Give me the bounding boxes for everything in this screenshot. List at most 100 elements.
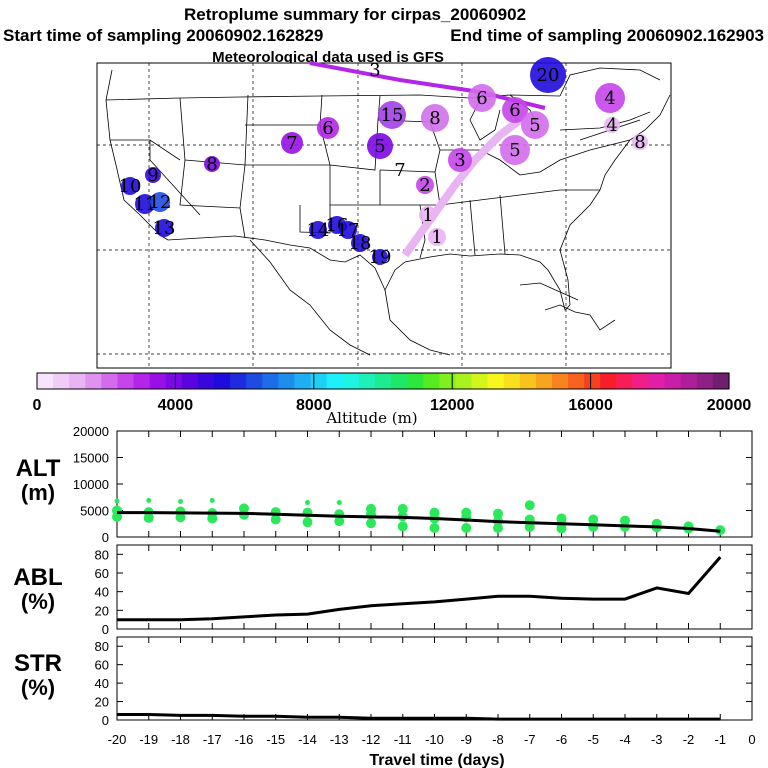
plume-point	[429, 522, 440, 533]
x-tick-label: -5	[587, 732, 599, 747]
x-tick-label: -8	[492, 732, 504, 747]
colorbar-label: Altitude (m)	[325, 409, 417, 427]
map-marker-label: 12	[149, 192, 172, 213]
alt-unit: (m)	[21, 480, 55, 505]
colorbar-swatch	[391, 373, 408, 389]
y-tick-label: 0	[102, 530, 109, 545]
colorbar-swatch	[117, 373, 135, 389]
plume-point	[143, 512, 154, 523]
plume-point	[114, 498, 120, 504]
colorbar-swatch	[85, 373, 102, 389]
y-tick-label: 60	[95, 658, 109, 673]
colorbar-swatch	[535, 373, 553, 389]
panel-frame	[116, 636, 753, 721]
plume-point	[334, 516, 345, 527]
map-frame	[96, 62, 672, 369]
plume-point	[588, 514, 599, 525]
map-marker-circle	[150, 192, 170, 212]
map-marker-circle	[421, 104, 449, 132]
x-tick-label: -11	[394, 732, 412, 747]
map-marker-label: 6	[509, 100, 520, 121]
colorbar-swatch	[326, 373, 344, 389]
abl-label: ABL	[13, 564, 62, 591]
abl-unit: (%)	[21, 589, 55, 614]
map-marker-circle	[372, 249, 388, 265]
map-marker-circle	[281, 132, 303, 154]
y-tick-label: 0	[102, 713, 109, 728]
met-data: Meteorological data used is GFS	[212, 49, 444, 66]
map-marker-label: 3	[454, 150, 465, 171]
map-marker-circle	[500, 135, 530, 165]
y-tick-label: 20	[95, 695, 109, 710]
map-marker-label: 6	[476, 88, 487, 109]
plume-point	[397, 503, 408, 514]
map-marker-label: 9	[147, 165, 158, 186]
x-tick-label: -2	[683, 732, 695, 747]
map-marker-label: 4	[606, 115, 617, 136]
map-marker-label: 2	[419, 175, 430, 196]
plume-point	[207, 513, 218, 524]
colorbar-swatch	[487, 373, 505, 389]
x-tick-label: -12	[362, 732, 381, 747]
map-marker-circle	[428, 228, 446, 246]
x-tick-label: -10	[425, 732, 444, 747]
str-label: STR	[14, 650, 62, 677]
y-tick-label: 20000	[73, 424, 109, 439]
plume-point	[461, 522, 472, 533]
map-marker-circle	[448, 148, 472, 172]
plume-point	[493, 508, 503, 519]
map-marker-circle	[145, 167, 161, 183]
map-marker-label: 14	[307, 220, 330, 241]
map-marker-circle	[135, 194, 155, 214]
plume-point	[112, 511, 122, 522]
colorbar-swatch	[262, 373, 279, 389]
map-marker-label: 17	[337, 220, 360, 241]
colorbar-swatch	[696, 373, 714, 389]
colorbar-swatch	[568, 373, 585, 389]
map-marker-label: 19	[369, 247, 392, 268]
colorbar-swatch	[600, 373, 617, 389]
x-tick-label: -19	[139, 732, 158, 747]
x-tick-label: -4	[619, 732, 631, 747]
colorbar-swatch	[616, 373, 634, 389]
map-marker-circle	[155, 219, 173, 237]
map-marker-circle	[204, 156, 220, 172]
map-marker-label: 4	[604, 88, 615, 109]
map-marker-circle	[309, 221, 327, 239]
map-marker-label: 8	[634, 132, 645, 153]
map-marker-circle	[351, 234, 369, 252]
colorbar: 0 4000 8000 12000 16000 20000	[33, 372, 751, 414]
x-tick-label: 0	[748, 732, 755, 747]
x-tick-label: -15	[266, 732, 285, 747]
colorbar-swatch	[101, 373, 119, 389]
plume-point	[397, 521, 408, 532]
colorbar-tick-label: 8000	[296, 397, 332, 414]
plume-point	[493, 522, 503, 533]
map-marker-circle	[530, 57, 566, 93]
alt-label: ALT	[16, 455, 61, 482]
colorbar-swatch	[310, 373, 328, 389]
map-marker-label: 8	[429, 108, 440, 129]
colorbar-swatch	[503, 373, 521, 389]
map-marker-circle	[502, 97, 528, 123]
colorbar-swatch	[197, 373, 215, 389]
colorbar-swatch	[519, 373, 537, 389]
y-tick-label: 80	[95, 639, 109, 654]
colorbar-swatch	[230, 373, 247, 389]
colorbar-swatch	[294, 373, 312, 389]
x-tick-label: -3	[651, 732, 663, 747]
colorbar-swatch	[278, 373, 296, 389]
x-tick-label: -18	[171, 732, 190, 747]
colorbar-swatch	[53, 373, 70, 389]
map-marker-circle	[604, 117, 620, 133]
colorbar-swatch	[551, 373, 569, 389]
x-tick-label: -6	[556, 732, 568, 747]
map-marker-circle	[367, 133, 393, 159]
series-line	[117, 511, 721, 533]
x-tick-label: -16	[235, 732, 254, 747]
colorbar-swatch	[648, 373, 666, 389]
plume-point	[305, 500, 310, 506]
y-tick-label: 10000	[73, 477, 109, 492]
